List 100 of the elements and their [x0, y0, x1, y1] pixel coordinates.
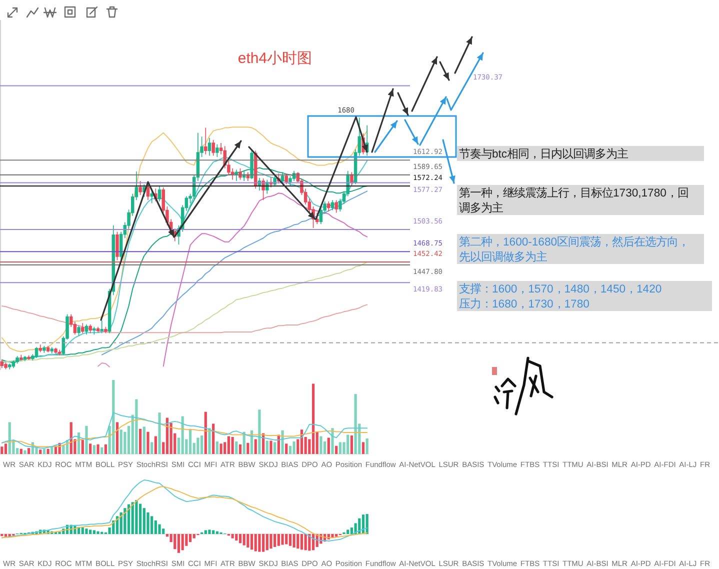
- bar: [127, 504, 130, 534]
- bar: [266, 440, 268, 454]
- bar: [350, 436, 354, 454]
- bar: [216, 441, 218, 454]
- bar: [150, 516, 154, 534]
- bar: [0, 446, 4, 454]
- bar: [231, 534, 234, 538]
- candlestick: [54, 347, 58, 354]
- bar: [362, 442, 365, 454]
- bar: [135, 399, 138, 454]
- bar: [270, 440, 272, 454]
- bar: [246, 534, 250, 548]
- bar: [138, 504, 142, 534]
- bar: [112, 380, 115, 454]
- bar: [320, 436, 322, 454]
- candlestick: [38, 344, 42, 353]
- candlestick: [96, 326, 100, 333]
- bar: [242, 534, 246, 546]
- candlestick: [212, 139, 215, 156]
- candlestick: [42, 346, 46, 354]
- bar: [85, 528, 88, 534]
- bar: [346, 434, 350, 454]
- bar: [92, 530, 96, 534]
- bar: [238, 444, 242, 454]
- bar: [254, 534, 257, 552]
- bar: [116, 516, 119, 534]
- candlestick: [50, 346, 54, 354]
- candlestick: [92, 326, 96, 335]
- bar: [277, 534, 280, 546]
- bar: [142, 426, 146, 454]
- bar: [146, 432, 150, 454]
- bar: [20, 448, 22, 454]
- candlestick: [4, 362, 8, 370]
- candlestick: [8, 363, 12, 370]
- bar: [96, 444, 100, 454]
- bar: [158, 412, 161, 454]
- bar: [208, 428, 211, 454]
- bar: [28, 448, 30, 454]
- bar: [81, 528, 84, 534]
- bar: [185, 534, 188, 546]
- bar: [254, 439, 257, 454]
- bar: [266, 534, 268, 550]
- bar: [258, 534, 261, 552]
- candlestick: [27, 355, 30, 360]
- bar: [204, 412, 207, 454]
- candlestick: [208, 138, 212, 156]
- candlestick: [138, 180, 142, 196]
- bar: [92, 445, 96, 454]
- text: eth4小时图: [238, 50, 312, 67]
- text: 第二种，1600-1680区间震荡，然后在选方向，先以回调做多为主: [459, 236, 690, 264]
- bar: [227, 436, 230, 454]
- bar: [24, 450, 26, 454]
- bar: [204, 530, 207, 534]
- bar: [250, 534, 254, 550]
- candlestick: [116, 231, 119, 261]
- bar: [4, 444, 8, 454]
- bar: [188, 534, 192, 542]
- bar: [142, 508, 146, 534]
- bar: [346, 530, 350, 534]
- bar: [120, 430, 122, 454]
- candlestick: [16, 356, 19, 364]
- bar: [89, 530, 92, 534]
- bar: [312, 384, 315, 454]
- bar: [200, 436, 204, 454]
- candlestick: [77, 325, 80, 336]
- bar: [135, 500, 138, 534]
- candlestick: [84, 324, 88, 335]
- bar: [89, 444, 92, 454]
- bar: [192, 534, 196, 538]
- bar: [100, 447, 104, 454]
- candlestick: [81, 322, 84, 334]
- bar: [338, 442, 342, 454]
- bar: [285, 444, 288, 454]
- bar: [131, 502, 134, 534]
- bar: [8, 422, 11, 454]
- bar: [177, 534, 180, 553]
- candlestick: [100, 320, 104, 334]
- bar: [327, 438, 330, 454]
- candlestick: [58, 349, 62, 356]
- bar: [281, 430, 284, 454]
- bar: [354, 394, 357, 454]
- bar: [288, 446, 292, 454]
- bar: [146, 512, 150, 534]
- bar: [166, 418, 169, 454]
- candlestick: [104, 326, 108, 334]
- bar: [174, 534, 176, 550]
- candlestick: [234, 169, 238, 182]
- candlestick: [334, 200, 338, 214]
- text: 节奏与btc相同，日内以回调多为主: [459, 148, 628, 160]
- bar: [238, 534, 242, 544]
- bar: [158, 524, 161, 534]
- bar: [188, 428, 192, 454]
- candlestick: [330, 200, 334, 211]
- candlestick: [280, 172, 284, 184]
- bar: [300, 534, 304, 550]
- bar: [231, 436, 234, 454]
- candlestick: [216, 144, 219, 158]
- candlestick: [12, 360, 16, 368]
- bar: [366, 514, 368, 534]
- text: 第一种，继续震荡上行，目标位1730,1780，回调多为主: [459, 186, 688, 214]
